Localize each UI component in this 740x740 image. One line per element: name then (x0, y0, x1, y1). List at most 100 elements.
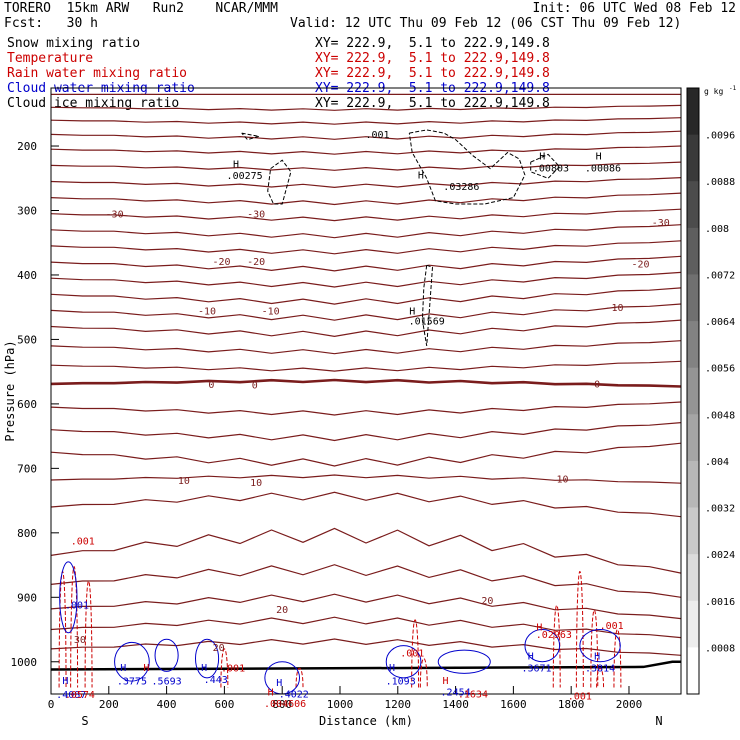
model-title: TORERO 15km ARW Run2 NCAR/MMM (4, 1, 278, 16)
xy-line-temperature: XY= 222.9, 5.1 to 222.9,149.8 (315, 51, 550, 66)
maximum-h-mark: H (409, 306, 415, 317)
temperature-contour (50, 422, 682, 442)
rain-water-contour (220, 648, 229, 688)
colorbar-tick-label: .0072 (705, 270, 735, 281)
cloud-water-contour (59, 561, 78, 634)
temperature-label: 10 (556, 475, 568, 486)
colorbar-unit-exponent: -1 (729, 85, 737, 92)
cloud-water-contour (385, 645, 422, 679)
temperature-label: 20 (481, 596, 493, 607)
colorbar-swatch (687, 181, 699, 229)
contour-layer (50, 93, 682, 695)
maximum-h-mark: H (594, 651, 600, 662)
temperature-label: 10 (250, 478, 262, 489)
colorbar-swatch (687, 274, 699, 322)
colorbar-swatch (687, 554, 699, 602)
colorbar-swatch (687, 507, 699, 555)
maximum-value-label: .001 (400, 649, 424, 660)
maximum-value-label: .1093 (386, 676, 416, 687)
temperature-contour (50, 208, 682, 222)
cloud-water-contour (154, 638, 179, 672)
temperature-contour (50, 271, 682, 288)
cloud-ice-contour (421, 264, 434, 346)
maximum-value-label: .001 (366, 130, 390, 141)
temperature-contour (50, 474, 682, 484)
temperature-label: -20 (247, 257, 265, 268)
y-axis-title: Pressure (hPa) (3, 340, 17, 441)
maximum-h-mark: H (418, 170, 424, 181)
cloud-ice-contour (530, 153, 561, 179)
colorbar-tick-label: .004 (705, 457, 729, 468)
forecast-hour: Fcst: 30 h (4, 16, 98, 31)
colorbar-frame (686, 87, 700, 695)
maximum-value-label: .001 (221, 664, 245, 675)
y-tick-label: 200 (17, 140, 37, 153)
temperature-label: -10 (262, 306, 280, 317)
maximum-value-label: .004606 (264, 699, 306, 710)
temperature-contour (50, 145, 682, 155)
y-tick-label: 700 (17, 462, 37, 475)
colorbar: .0096 .0088 .008 .0072 .0064 .0056 .0048 .004 .0… (686, 85, 737, 695)
x-tick-label: 600 (214, 698, 234, 711)
temperature-contour (50, 564, 682, 598)
maximum-h-mark: H (268, 687, 274, 698)
valid-time: Valid: 12 UTC Thu 09 Feb 12 (06 CST Thu … (290, 16, 682, 31)
maximum-h-mark: H (143, 663, 149, 674)
label-layer: -30 -30 -30 -20 -20 -20 -10 -10 -10 0 0 0 10 10 10 20 20… (56, 130, 670, 710)
colorbar-tick-label: .0088 (705, 177, 735, 188)
temperature-contour (50, 593, 682, 620)
x-tick-label: 800 (272, 698, 292, 711)
cloud-water-contour (114, 641, 150, 682)
maximum-h-mark: H (233, 159, 239, 170)
maximum-value-label: .3775 (117, 676, 147, 687)
temperature-contour (50, 161, 682, 171)
cloud-ice-contour (241, 132, 260, 141)
x-tick-label: 1000 (327, 698, 354, 711)
x-tick-label: 200 (99, 698, 119, 711)
maximum-value-label: .3671 (521, 664, 551, 675)
temperature-contour (50, 255, 682, 272)
cloud-water-contour (194, 638, 220, 679)
maximum-value-label: .443 (204, 675, 228, 686)
colorbar-swatch (687, 414, 699, 462)
temperature-contour (50, 638, 682, 656)
rain-water-contour (411, 619, 420, 688)
colorbar-swatch (687, 460, 699, 509)
temperature-contour (50, 104, 682, 111)
field-rain-label: Rain water mixing ratio (7, 66, 188, 81)
x-tick-label: 1400 (442, 698, 469, 711)
colorbar-swatch (687, 647, 699, 695)
maximum-value-label: .5693 (152, 676, 182, 687)
maximum-value-label: .3814 (585, 664, 615, 675)
temperature-contour (50, 401, 682, 416)
temperature-label: -10 (606, 303, 624, 314)
init-time: Init: 06 UTC Wed 08 Feb 12 (532, 1, 737, 16)
temperature-contour (50, 117, 682, 125)
temperature-label: -20 (632, 259, 650, 270)
temperature-label: -30 (247, 210, 265, 221)
xy-line-rain: XY= 222.9, 5.1 to 222.9,149.8 (315, 66, 550, 81)
maximum-value-label: .001 (568, 691, 592, 702)
maximum-value-label: .02963 (536, 630, 572, 641)
maximum-value-label: .00086 (585, 163, 621, 174)
colorbar-unit: g kg (704, 87, 723, 96)
maximum-value-label: .2454 (441, 687, 471, 698)
colorbar-tick-label: .0016 (705, 597, 735, 608)
y-tick-label: 800 (17, 527, 37, 540)
maximum-h-mark: H (596, 152, 602, 163)
temperature-label: -30 (106, 210, 124, 221)
cloud-water-contour (579, 629, 621, 663)
x-axis-title: Distance (km) (319, 714, 413, 728)
temperature-contour (50, 224, 682, 239)
colorbar-tick-label: .0096 (705, 131, 735, 142)
rain-water-contour (590, 610, 599, 688)
colorbar-swatch (687, 88, 699, 136)
y-tick-label: 600 (17, 398, 37, 411)
maximum-h-mark: H (536, 622, 542, 633)
maximum-value-label: .0574 (65, 690, 95, 701)
x-tick-label: 1800 (558, 698, 585, 711)
temperature-contour (50, 616, 682, 639)
maximum-value-label: .4087 (56, 690, 86, 701)
rain-water-contour (295, 667, 304, 688)
temperature-contour (50, 240, 682, 255)
